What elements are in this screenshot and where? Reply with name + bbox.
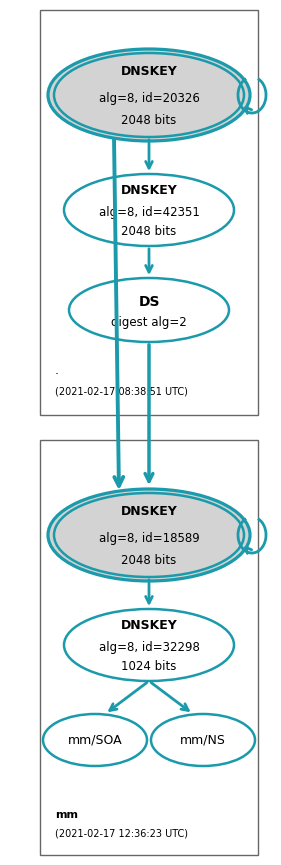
Text: DNSKEY: DNSKEY xyxy=(121,183,177,196)
Ellipse shape xyxy=(48,489,250,581)
Text: DNSKEY: DNSKEY xyxy=(121,505,177,518)
Ellipse shape xyxy=(69,278,229,342)
Text: (2021-02-17 08:38:51 UTC): (2021-02-17 08:38:51 UTC) xyxy=(55,387,188,397)
Ellipse shape xyxy=(151,714,255,766)
Ellipse shape xyxy=(54,53,244,137)
Text: alg=8, id=32298: alg=8, id=32298 xyxy=(99,642,200,655)
Text: (2021-02-17 12:36:23 UTC): (2021-02-17 12:36:23 UTC) xyxy=(55,828,188,838)
Text: DNSKEY: DNSKEY xyxy=(121,66,177,79)
Text: .: . xyxy=(55,363,59,376)
Ellipse shape xyxy=(48,49,250,141)
Text: mm/SOA: mm/SOA xyxy=(68,734,122,746)
Ellipse shape xyxy=(43,714,147,766)
Text: DS: DS xyxy=(138,295,160,309)
Ellipse shape xyxy=(64,174,234,246)
Bar xyxy=(40,10,258,415)
Text: alg=8, id=20326: alg=8, id=20326 xyxy=(99,92,200,105)
Ellipse shape xyxy=(54,493,244,577)
Text: mm: mm xyxy=(55,810,78,820)
Text: DNSKEY: DNSKEY xyxy=(121,618,177,631)
Bar xyxy=(40,440,258,855)
Text: alg=8, id=18589: alg=8, id=18589 xyxy=(99,532,200,545)
Ellipse shape xyxy=(64,609,234,681)
Text: mm/NS: mm/NS xyxy=(180,734,226,746)
Text: digest alg=2: digest alg=2 xyxy=(111,317,187,330)
Text: 2048 bits: 2048 bits xyxy=(121,554,177,567)
Text: 2048 bits: 2048 bits xyxy=(121,225,177,238)
Text: 1024 bits: 1024 bits xyxy=(121,660,177,673)
Text: alg=8, id=42351: alg=8, id=42351 xyxy=(99,207,200,220)
Text: 2048 bits: 2048 bits xyxy=(121,114,177,127)
